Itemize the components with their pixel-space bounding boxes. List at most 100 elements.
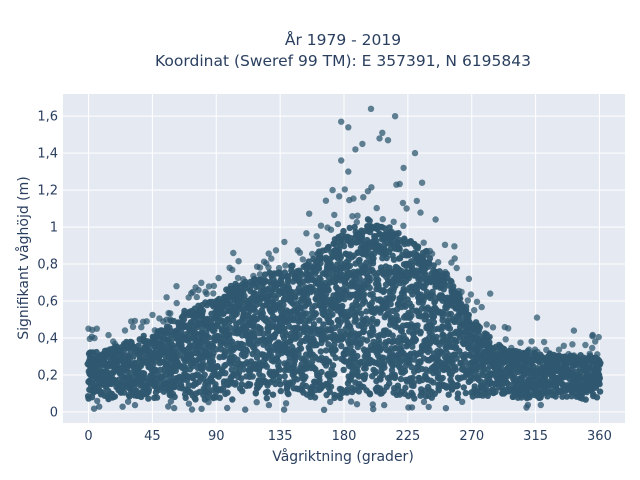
scatter-point	[354, 352, 361, 360]
scatter-point	[462, 358, 469, 366]
scatter-point	[389, 332, 396, 339]
scatter-point	[448, 278, 455, 286]
scatter-point	[318, 368, 325, 376]
scatter-point	[145, 388, 152, 396]
scatter-point	[259, 310, 266, 317]
scatter-point	[288, 299, 296, 307]
scatter-point	[85, 325, 92, 332]
scatter-point	[322, 347, 330, 354]
scatter-point	[464, 297, 471, 304]
y-tick-label: 1,4	[37, 147, 58, 162]
scatter-point	[94, 397, 101, 405]
scatter-point	[346, 311, 354, 318]
y-tick-label: 0	[50, 405, 58, 420]
scatter-point	[453, 383, 460, 390]
scatter-point	[240, 341, 247, 348]
scatter-point	[447, 310, 455, 318]
scatter-point	[360, 194, 367, 201]
scatter-point	[467, 291, 475, 298]
scatter-point	[201, 371, 208, 378]
scatter-point	[124, 398, 132, 405]
scatter-point	[232, 379, 239, 387]
scatter-point	[459, 398, 466, 405]
scatter-point	[412, 336, 419, 343]
scatter-point	[298, 271, 305, 279]
scatter-point	[361, 374, 368, 381]
scatter-point	[352, 316, 360, 323]
scatter-point	[411, 356, 418, 363]
scatter-point	[269, 391, 277, 398]
x-tick-label: 90	[208, 429, 225, 444]
scatter-point	[287, 338, 294, 345]
scatter-point	[374, 276, 382, 284]
scatter-point	[442, 268, 449, 276]
scatter-point	[332, 354, 339, 361]
scatter-point	[296, 249, 304, 256]
scatter-point	[595, 380, 602, 387]
scatter-point	[221, 362, 228, 370]
scatter-point	[430, 319, 438, 326]
scatter-point	[409, 343, 416, 350]
scatter-point	[302, 373, 309, 380]
y-tick-label: 1,6	[37, 110, 58, 125]
scatter-point	[331, 346, 339, 354]
scatter-point	[376, 135, 383, 142]
scatter-point	[105, 331, 112, 339]
scatter-point	[378, 345, 385, 352]
scatter-point	[101, 355, 109, 362]
scatter-point	[289, 262, 296, 269]
scatter-point	[471, 307, 478, 314]
scatter-point	[205, 334, 213, 341]
scatter-point	[370, 405, 377, 413]
scatter-point	[280, 406, 288, 413]
scatter-point	[359, 140, 366, 148]
chart-title-line1: År 1979 - 2019	[285, 30, 401, 49]
scatter-point	[338, 342, 345, 350]
scatter-point	[252, 390, 259, 397]
scatter-point	[334, 220, 342, 228]
scatter-point	[143, 318, 150, 325]
scatter-point	[224, 389, 231, 396]
scatter-point	[430, 262, 437, 269]
scatter-point	[185, 400, 193, 407]
scatter-point	[401, 287, 409, 295]
scatter-point	[284, 277, 292, 285]
scatter-point	[259, 373, 266, 380]
scatter-point	[445, 391, 452, 398]
scatter-point	[537, 401, 544, 409]
scatter-point	[184, 373, 191, 380]
scatter-point	[417, 328, 424, 336]
scatter-point	[182, 394, 189, 402]
scatter-point	[362, 365, 369, 372]
scatter-point	[312, 310, 319, 317]
scatter-point	[384, 306, 391, 313]
x-tick-label: 0	[84, 429, 92, 444]
scatter-point	[329, 186, 336, 194]
scatter-point	[167, 310, 174, 317]
scatter-point	[238, 381, 245, 388]
scatter-point	[355, 388, 363, 395]
scatter-point	[408, 312, 415, 319]
scatter-point	[349, 213, 356, 220]
scatter-point	[517, 339, 524, 346]
scatter-point	[492, 388, 499, 395]
scatter-point	[306, 210, 313, 217]
scatter-point	[303, 310, 310, 317]
scatter-point	[91, 334, 98, 342]
scatter-point	[411, 395, 418, 402]
scatter-point	[235, 369, 243, 377]
scatter-point	[582, 396, 589, 403]
scatter-point	[408, 363, 415, 371]
scatter-point	[525, 346, 533, 353]
scatter-point	[317, 348, 324, 355]
scatter-point	[193, 293, 200, 301]
scatter-point	[451, 243, 458, 250]
scatter-point	[327, 319, 334, 326]
scatter-point	[338, 157, 345, 164]
scatter-point	[275, 358, 282, 366]
scatter-point	[296, 331, 303, 339]
scatter-point	[173, 299, 180, 307]
scatter-point	[528, 338, 535, 345]
scatter-point	[430, 379, 437, 386]
scatter-point	[595, 371, 602, 378]
